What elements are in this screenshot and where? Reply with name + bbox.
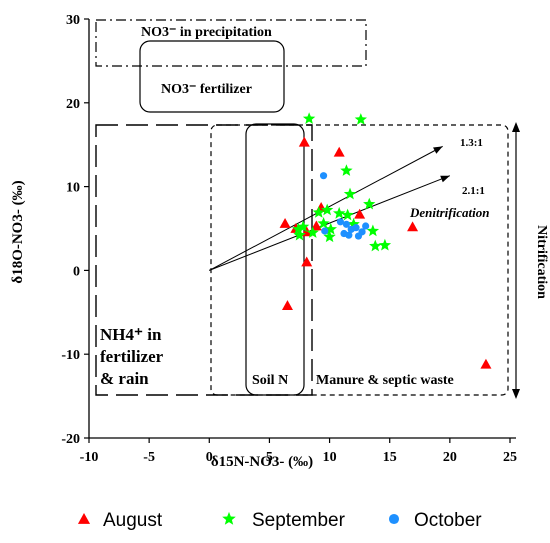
september-point xyxy=(323,230,336,243)
manure-region xyxy=(210,124,509,396)
y-tick-label: -20 xyxy=(61,432,80,447)
x-axis-ticks: -10 -5 0 5 10 15 20 25 xyxy=(80,438,517,465)
august-point xyxy=(279,217,291,228)
august-point xyxy=(310,220,322,231)
denitrification-label: Denitrification xyxy=(409,205,489,220)
september-point xyxy=(306,226,319,238)
precipitation-region xyxy=(95,19,367,67)
nh4-label-line2: fertilizer xyxy=(100,347,164,366)
y-tick-label: 30 xyxy=(66,13,80,28)
y-tick-label: 20 xyxy=(66,97,80,112)
september-point xyxy=(347,217,360,230)
axes-frame xyxy=(88,19,516,439)
september-point xyxy=(340,164,353,176)
september-point xyxy=(324,222,337,235)
nitrification-label: Nitrification xyxy=(534,225,549,299)
september-point xyxy=(317,217,330,229)
october-point xyxy=(354,232,363,240)
legend-september-marker xyxy=(222,511,236,525)
october-point xyxy=(352,224,360,232)
y-tick-label: 0 xyxy=(73,264,80,279)
nh4-label-line1: NH4⁺ in xyxy=(100,325,162,344)
september-point xyxy=(343,187,357,200)
september-point xyxy=(321,203,334,216)
manure-label: Manure & septic waste xyxy=(316,373,454,388)
x-axis-title: δ15N-NO3- (‰) xyxy=(211,454,313,470)
legend-august-label: August xyxy=(103,510,163,531)
october-point xyxy=(336,218,344,226)
ratio-21-label: 2.1:1 xyxy=(462,185,485,197)
october-point xyxy=(362,222,370,230)
x-tick-label: 0 xyxy=(206,450,213,465)
fertilizer-label: NO3⁻ fertilizer xyxy=(161,82,252,97)
september-point xyxy=(341,208,354,221)
x-tick-label: -5 xyxy=(143,450,155,465)
fertilizer-region xyxy=(139,40,285,113)
legend-august-marker xyxy=(77,512,91,524)
legend-september-label: September xyxy=(252,510,346,531)
x-tick-label: 5 xyxy=(266,450,273,465)
september-point xyxy=(333,206,346,219)
october-point xyxy=(342,220,351,228)
september-point xyxy=(302,112,316,124)
september-point xyxy=(293,228,306,241)
september-point xyxy=(312,206,325,218)
october-point xyxy=(321,227,329,235)
x-tick-label: 10 xyxy=(323,450,337,465)
soil-n-label: Soil N xyxy=(252,373,288,388)
legend-october-marker xyxy=(388,513,400,525)
x-tick-label: 20 xyxy=(443,450,457,465)
august-point xyxy=(407,221,419,232)
y-tick-label: -10 xyxy=(61,348,80,363)
september-point xyxy=(296,220,310,233)
september-point xyxy=(366,224,380,237)
nitrification-arrow xyxy=(512,122,520,399)
august-point xyxy=(281,300,293,310)
nh4-region xyxy=(95,124,313,396)
august-point xyxy=(298,136,310,147)
y-axis-ticks: -20 -10 0 10 20 30 xyxy=(61,13,89,447)
slope-21-arrow-head xyxy=(440,175,450,183)
august-point xyxy=(354,208,366,219)
september-point xyxy=(363,197,376,210)
september-point xyxy=(378,238,392,251)
precipitation-label: NO3⁻ in precipitation xyxy=(141,25,272,40)
nh4-label-line3: & rain xyxy=(100,369,149,388)
october-point xyxy=(319,172,328,180)
data-points xyxy=(279,112,492,369)
september-point xyxy=(354,113,367,125)
source-regions xyxy=(95,19,509,396)
august-point xyxy=(301,256,313,267)
ratio-13-label: 1.3:1 xyxy=(460,137,483,149)
x-tick-label: -10 xyxy=(80,450,99,465)
soil-n-region xyxy=(245,123,305,396)
x-tick-label: 15 xyxy=(383,450,397,465)
legend: August September October xyxy=(77,510,482,531)
x-tick-label: 25 xyxy=(503,450,517,465)
y-axis-title: δ18O-NO3- (‰) xyxy=(10,180,26,283)
slope-21-arrow xyxy=(209,175,451,271)
october-point xyxy=(340,229,348,238)
y-tick-label: 10 xyxy=(66,181,80,196)
legend-october-label: October xyxy=(414,510,482,531)
september-point xyxy=(292,222,305,235)
slope-13-arrow-head xyxy=(433,146,443,154)
august-point xyxy=(480,358,492,369)
september-point xyxy=(369,239,382,252)
august-point xyxy=(333,146,345,157)
